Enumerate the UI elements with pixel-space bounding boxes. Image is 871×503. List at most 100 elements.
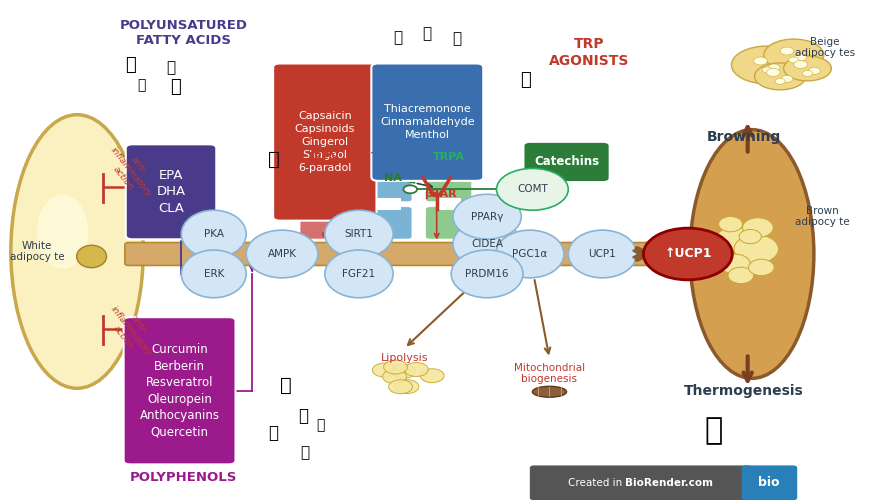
Circle shape xyxy=(336,167,343,172)
Circle shape xyxy=(335,159,342,163)
Circle shape xyxy=(395,163,402,167)
Text: 🍓: 🍓 xyxy=(268,424,279,442)
Text: White
adipocy te: White adipocy te xyxy=(10,241,64,262)
Circle shape xyxy=(382,370,407,384)
Text: TRPV: TRPV xyxy=(307,152,340,162)
Circle shape xyxy=(808,67,820,74)
Text: FGF21: FGF21 xyxy=(342,269,375,279)
Circle shape xyxy=(802,70,813,76)
Circle shape xyxy=(403,185,417,193)
Circle shape xyxy=(349,164,356,169)
Ellipse shape xyxy=(764,39,824,71)
Ellipse shape xyxy=(496,169,568,210)
Ellipse shape xyxy=(496,230,564,278)
FancyBboxPatch shape xyxy=(273,63,376,221)
Text: Beige
adipocy tes: Beige adipocy tes xyxy=(794,37,854,58)
Text: 🧀: 🧀 xyxy=(166,60,176,75)
FancyBboxPatch shape xyxy=(436,198,461,210)
Text: 🧅: 🧅 xyxy=(300,446,310,460)
Ellipse shape xyxy=(451,250,523,298)
Text: ERK: ERK xyxy=(204,269,224,279)
Text: 🫐: 🫐 xyxy=(316,418,325,433)
Circle shape xyxy=(343,165,350,169)
Ellipse shape xyxy=(732,46,803,84)
Circle shape xyxy=(340,170,347,174)
Circle shape xyxy=(420,369,444,383)
Text: bio: bio xyxy=(759,476,780,489)
Text: AMPK: AMPK xyxy=(267,249,297,259)
Circle shape xyxy=(780,47,793,55)
FancyBboxPatch shape xyxy=(371,63,483,181)
FancyBboxPatch shape xyxy=(300,170,346,202)
Circle shape xyxy=(337,159,344,163)
Circle shape xyxy=(768,64,780,71)
Circle shape xyxy=(413,159,420,163)
Text: Brown
adipocy te: Brown adipocy te xyxy=(794,206,849,227)
FancyBboxPatch shape xyxy=(426,207,472,239)
Text: anti-
inflammatory
action: anti- inflammatory action xyxy=(100,298,161,364)
Circle shape xyxy=(354,162,361,166)
Circle shape xyxy=(404,363,429,376)
Circle shape xyxy=(383,360,408,374)
Text: Lipolysis: Lipolysis xyxy=(381,354,428,364)
Circle shape xyxy=(392,364,415,378)
FancyBboxPatch shape xyxy=(530,465,752,500)
Circle shape xyxy=(385,171,392,175)
Text: 🌰: 🌰 xyxy=(137,78,145,92)
Ellipse shape xyxy=(181,210,246,258)
Text: PKA: PKA xyxy=(204,229,224,239)
Circle shape xyxy=(359,164,365,169)
Text: PRDM16: PRDM16 xyxy=(465,269,509,279)
FancyBboxPatch shape xyxy=(742,465,797,500)
Text: 🥑: 🥑 xyxy=(125,56,136,74)
Ellipse shape xyxy=(532,386,566,397)
Ellipse shape xyxy=(690,130,814,378)
Ellipse shape xyxy=(719,216,743,232)
Ellipse shape xyxy=(748,259,774,276)
Text: 🍃: 🍃 xyxy=(520,71,531,89)
Text: BioRender.com: BioRender.com xyxy=(625,478,712,488)
Ellipse shape xyxy=(728,267,753,284)
Circle shape xyxy=(379,170,386,174)
Text: anti-
inflammatory
action: anti- inflammatory action xyxy=(100,139,161,205)
Text: Mitochondrial
biogenesis: Mitochondrial biogenesis xyxy=(514,363,585,384)
Text: 🐟: 🐟 xyxy=(170,78,180,97)
Circle shape xyxy=(388,380,413,394)
FancyBboxPatch shape xyxy=(311,198,335,210)
Ellipse shape xyxy=(739,229,761,243)
Circle shape xyxy=(364,158,371,162)
Text: TRPM: TRPM xyxy=(371,152,407,162)
Circle shape xyxy=(644,228,733,280)
Text: PGC1α: PGC1α xyxy=(512,249,548,259)
Circle shape xyxy=(359,164,366,169)
Circle shape xyxy=(383,172,390,176)
Circle shape xyxy=(766,68,780,76)
Circle shape xyxy=(383,158,390,162)
Circle shape xyxy=(794,54,807,61)
Text: TRP
AGONISTS: TRP AGONISTS xyxy=(550,37,630,67)
Circle shape xyxy=(359,171,365,175)
Text: Thermogenesis: Thermogenesis xyxy=(684,384,803,398)
Text: 🌿: 🌿 xyxy=(453,31,462,46)
Circle shape xyxy=(384,170,391,174)
Text: POLYPHENOLS: POLYPHENOLS xyxy=(130,471,238,484)
Circle shape xyxy=(762,67,773,73)
Circle shape xyxy=(415,161,422,165)
Circle shape xyxy=(384,162,391,166)
Circle shape xyxy=(391,166,398,170)
FancyBboxPatch shape xyxy=(366,207,412,239)
Text: Curcumin
Berberin
Resveratrol
Oleuropein
Anthocyanins
Quercetin: Curcumin Berberin Resveratrol Oleuropein… xyxy=(139,343,219,439)
Circle shape xyxy=(373,363,396,377)
Circle shape xyxy=(395,380,419,393)
Text: 🍇: 🍇 xyxy=(280,376,293,395)
Circle shape xyxy=(753,57,767,65)
Ellipse shape xyxy=(734,235,779,263)
Circle shape xyxy=(415,160,422,164)
Text: TRPA: TRPA xyxy=(433,152,464,162)
Text: POLYUNSATURED
FATTY ACIDS: POLYUNSATURED FATTY ACIDS xyxy=(120,19,248,47)
Circle shape xyxy=(357,167,364,171)
FancyBboxPatch shape xyxy=(125,242,653,266)
FancyBboxPatch shape xyxy=(300,207,346,239)
Ellipse shape xyxy=(453,194,521,239)
Text: NA: NA xyxy=(384,173,402,183)
